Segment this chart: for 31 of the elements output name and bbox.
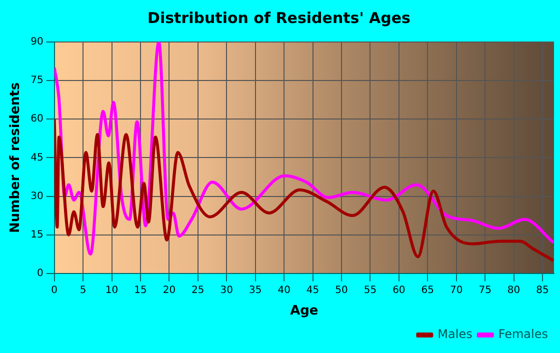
x-tick-label: 85	[536, 284, 549, 296]
y-tick-label: 15	[30, 229, 44, 240]
x-tick-label: 75	[478, 284, 492, 296]
y-tick-label: 30	[30, 190, 44, 202]
x-axis-title: Age	[290, 304, 318, 319]
legend-label: Females	[498, 327, 548, 342]
x-tick-label: 25	[192, 284, 204, 296]
x-tick-label: 65	[421, 284, 434, 296]
x-tick-label: 10	[105, 284, 118, 296]
x-tick-label: 0	[51, 284, 58, 296]
x-tick-label: 20	[162, 284, 176, 296]
x-tick-label: 5	[80, 284, 86, 296]
y-tick-label: 75	[30, 75, 44, 86]
y-tick-label: 45	[30, 152, 44, 164]
y-tick-label: 0	[36, 268, 44, 279]
line-series	[54, 118, 554, 262]
x-tick-label: 45	[306, 284, 320, 296]
legend-label: Males	[438, 327, 472, 342]
x-tick-label: 60	[392, 284, 406, 296]
y-axis-title: Number of residents	[8, 82, 24, 234]
chart-title: Distribution of Residents' Ages	[148, 8, 411, 27]
x-tick-label: 15	[134, 284, 147, 296]
x-tick-label: 55	[364, 284, 377, 296]
x-tick-label: 70	[450, 284, 463, 296]
x-tick-label: 40	[278, 284, 290, 296]
y-tick-label: 60	[30, 114, 44, 125]
y-tick-label: 90	[30, 36, 44, 48]
x-tick-label: 35	[248, 284, 262, 296]
x-tick-label: 30	[220, 284, 233, 296]
x-tick-label: 50	[335, 284, 348, 296]
x-tick-label: 80	[507, 284, 520, 296]
